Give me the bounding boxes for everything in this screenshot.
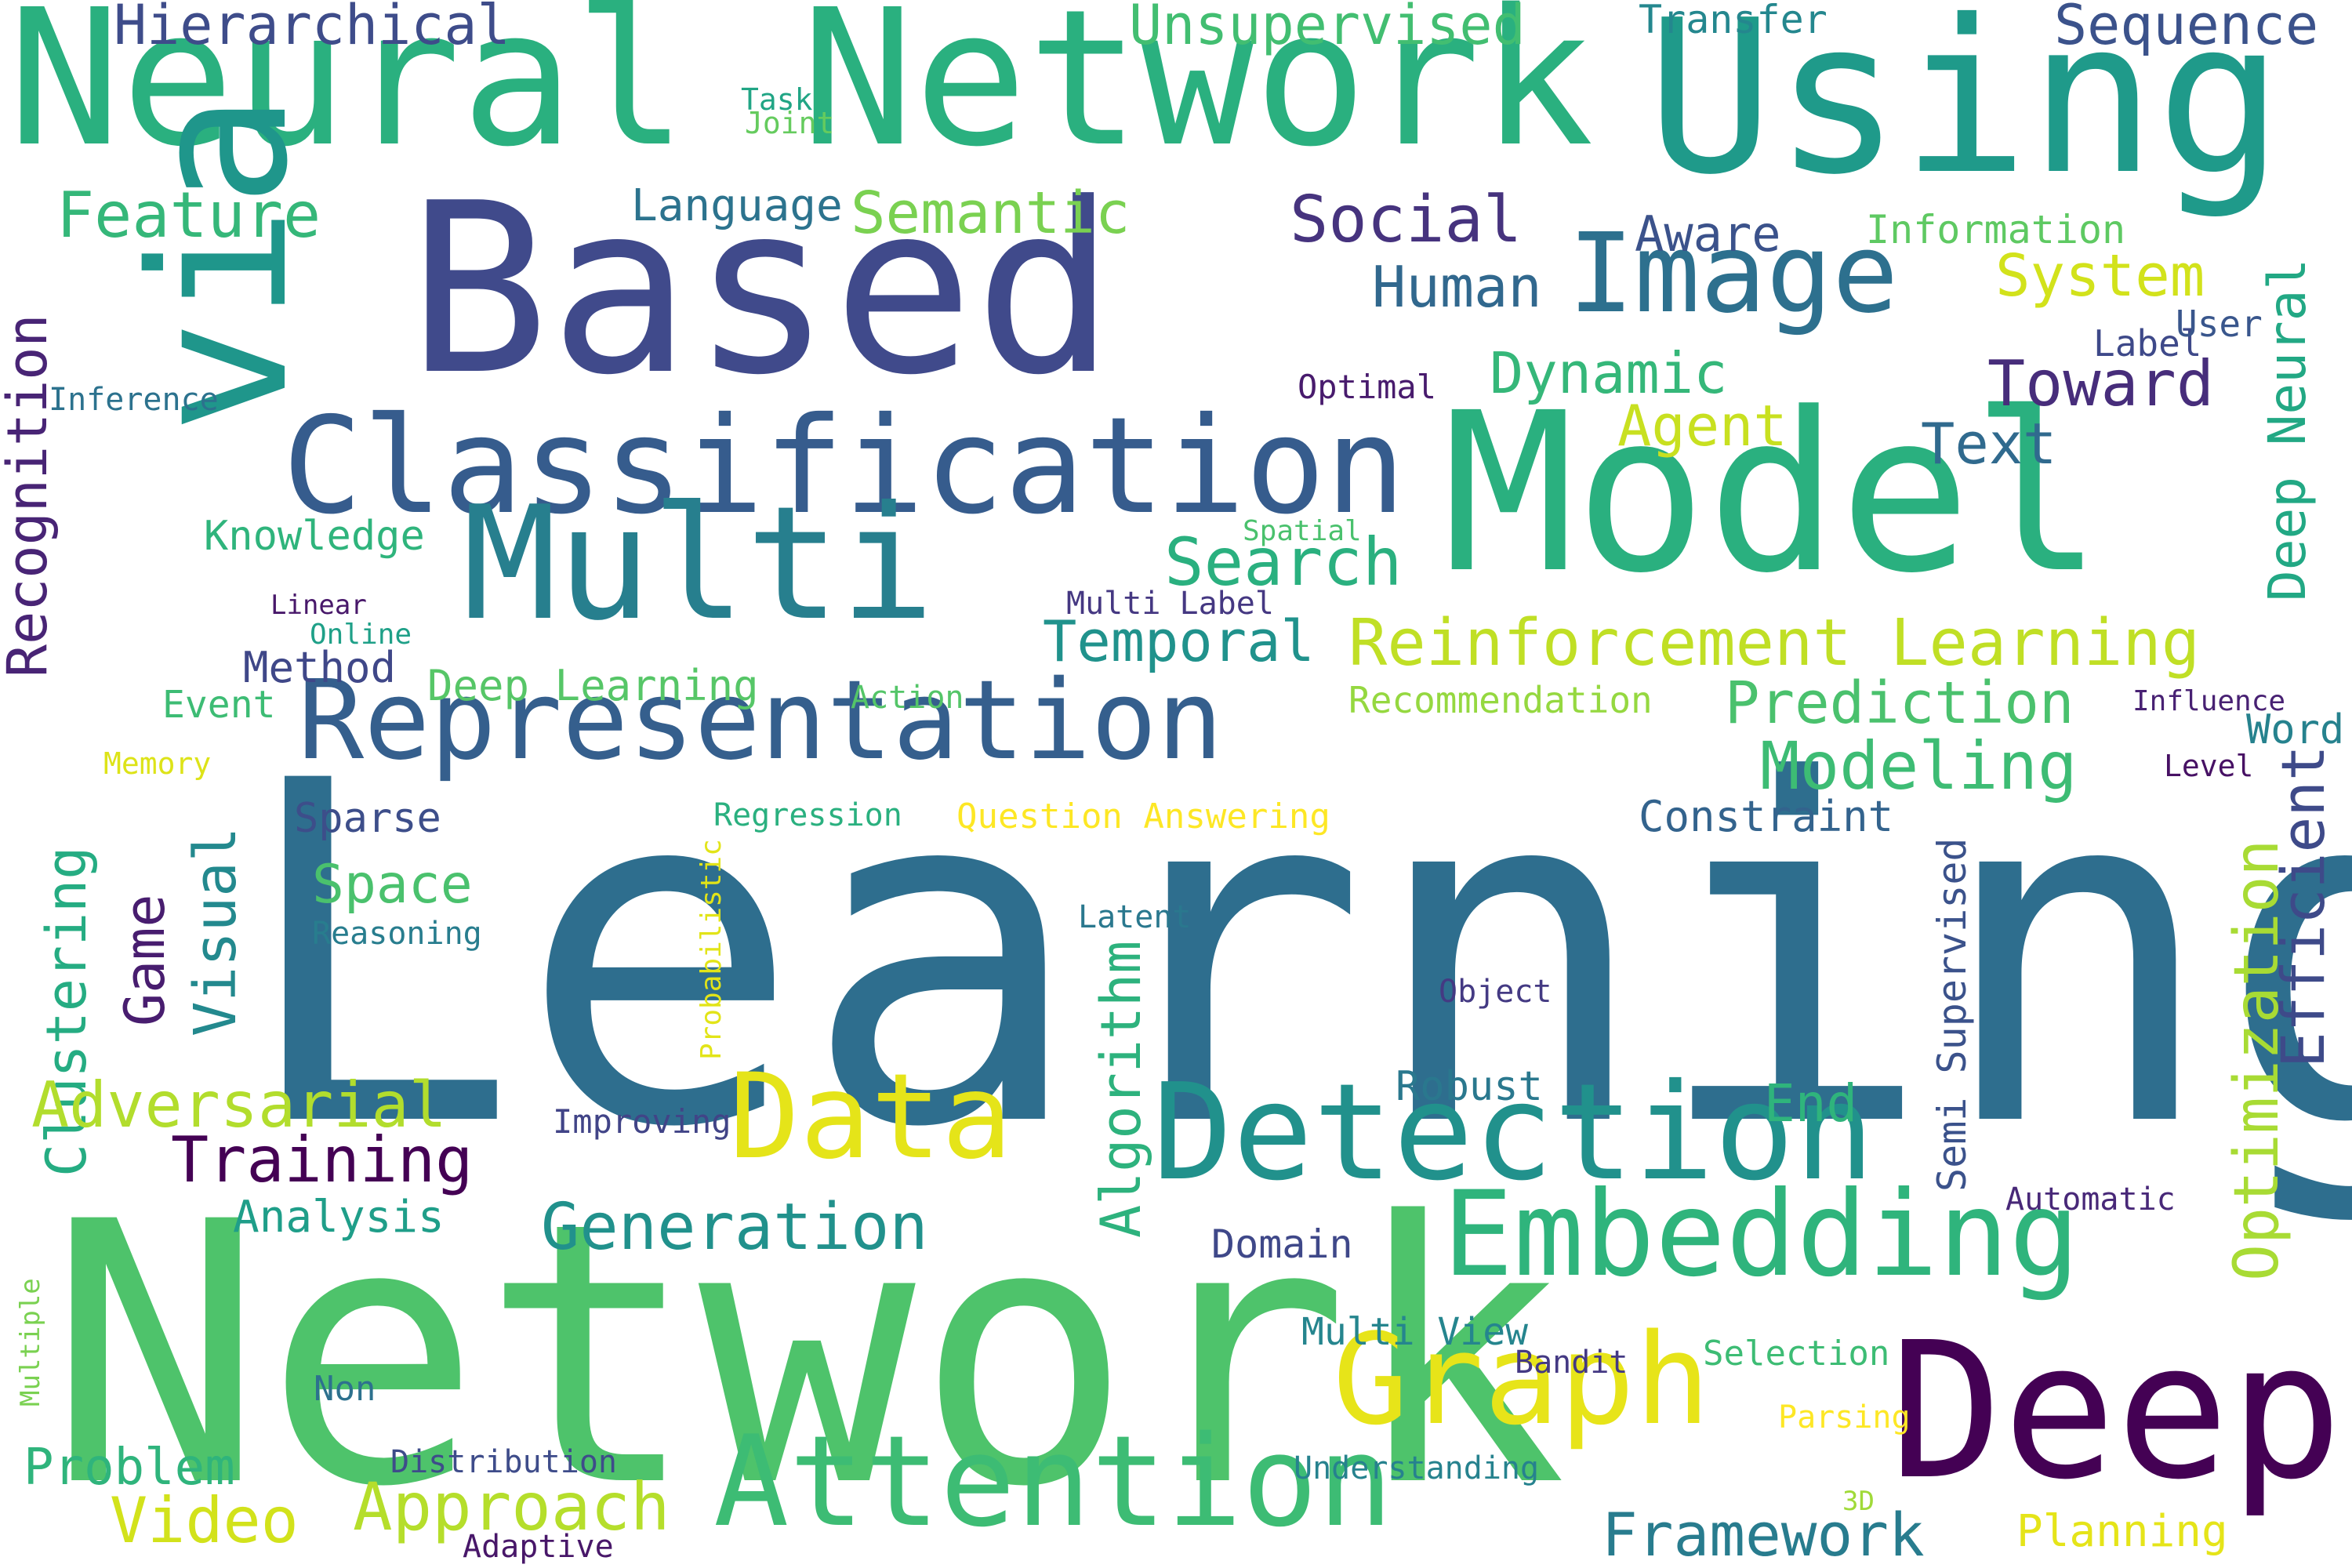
word-system: System [1995, 242, 2205, 310]
word-semi-supervised: Semi Supervised [1929, 837, 1975, 1192]
word-modeling: Modeling [1760, 728, 2078, 804]
word-semantic: Semantic [851, 180, 1131, 247]
word-recognition: Recognition [0, 314, 60, 677]
word-using: Using [1646, 0, 2284, 221]
word-latent: Latent [1078, 899, 1192, 935]
word-user: User [2176, 303, 2263, 345]
word-method: Method [243, 643, 397, 692]
word-event: Event [162, 683, 276, 727]
word-reasoning: Reasoning [312, 916, 482, 952]
word-online: Online [310, 619, 412, 651]
word-level: Level [2164, 749, 2254, 783]
word-linear: Linear [270, 590, 367, 621]
word-representation: Representation [298, 657, 1224, 785]
word-classification: Classification [282, 389, 1406, 544]
word-3d: 3D [1842, 1486, 1875, 1517]
word-feature: Feature [56, 179, 321, 252]
word-temporal: Temporal [1043, 608, 1315, 674]
word-space: Space [312, 854, 473, 916]
word-improving: Improving [553, 1102, 731, 1141]
word-problem: Problem [24, 1439, 235, 1497]
word-optimization: Optimization [2222, 839, 2292, 1281]
word-aware: Aware [1635, 205, 1781, 263]
word-embedding: Embedding [1443, 1167, 2080, 1303]
word-adaptive: Adaptive [463, 1529, 614, 1565]
word-domain: Domain [1211, 1221, 1353, 1267]
word-selection: Selection [1703, 1334, 1890, 1374]
word-parsing: Parsing [1778, 1399, 1911, 1436]
word-bandit: Bandit [1515, 1345, 1628, 1381]
word-graph: Graph [1333, 1306, 1711, 1453]
word-framework: Framework [1602, 1500, 1925, 1568]
word-optimal: Optimal [1298, 368, 1437, 406]
word-neural-network: Neural Network [8, 0, 1594, 188]
word-approach: Approach [353, 1468, 670, 1545]
word-visual: Visual [182, 827, 249, 1037]
word-object: Object [1439, 974, 1552, 1010]
word-question-answering: Question Answering [956, 797, 1330, 837]
word-search: Search [1164, 524, 1403, 601]
word-model: Model [1443, 366, 2103, 622]
word-deep-neural: Deep Neural [2257, 259, 2318, 602]
word-learning: Learning [235, 682, 2352, 1230]
word-robust: Robust [1396, 1063, 1543, 1110]
word-attention: Attention [713, 1408, 1393, 1555]
word-dynamic: Dynamic [1490, 340, 1728, 406]
word-toward: Toward [1987, 347, 2214, 420]
word-distribution: Distribution [390, 1444, 617, 1480]
word-inference: Inference [49, 382, 219, 418]
word-adversarial: Adversarial [31, 1069, 447, 1142]
word-deep: Deep [1889, 1301, 2343, 1521]
word-based: Based [408, 153, 1116, 426]
word-algorithm: Algorithm [1089, 941, 1153, 1239]
word-agent: Agent [1617, 393, 1788, 459]
word-probabilistic: Probabilistic [695, 839, 728, 1060]
word-image: Image [1568, 210, 1899, 338]
word-recommendation: Recommendation [1348, 679, 1653, 721]
word-regression: Regression [713, 797, 902, 833]
word-data: Data [729, 1049, 1013, 1185]
word-prediction: Prediction [1725, 670, 2074, 737]
word-non: Non [314, 1369, 376, 1409]
word-spatial: Spatial [1243, 515, 1362, 547]
word-action: Action [851, 680, 964, 716]
word-label: Label [2093, 322, 2202, 365]
word-memory: Memory [103, 746, 212, 781]
word-unsupervised: Unsupervised [1129, 0, 1526, 57]
word-understanding: Understanding [1294, 1450, 1540, 1486]
word-sparse: Sparse [294, 795, 441, 842]
word-game: Game [113, 894, 177, 1026]
word-generation: Generation [541, 1190, 928, 1265]
word-language: Language [631, 180, 843, 231]
word-word: Word [2246, 706, 2345, 753]
word-knowledge: Knowledge [204, 513, 425, 560]
word-automatic: Automatic [2005, 1181, 2176, 1218]
word-sequence: Sequence [2054, 0, 2319, 57]
word-social: Social [1290, 183, 1523, 257]
word-task: Task [741, 82, 813, 117]
word-detection: Detection [1152, 1055, 1875, 1210]
word-reinforcement-learning: Reinforcement Learning [1348, 606, 2201, 681]
word-hierarchical: Hierarchical [114, 0, 510, 57]
word-human: Human [1372, 254, 1542, 320]
word-analysis: Analysis [233, 1192, 445, 1243]
word-video: Video [110, 1484, 299, 1557]
word-multiple: Multiple [15, 1278, 46, 1406]
word-multi-view: Multi View [1301, 1310, 1528, 1354]
word-influence: Influence [2132, 685, 2286, 717]
word-planning: Planning [2016, 1506, 2228, 1557]
word-deep-learning: Deep Learning [427, 661, 759, 710]
word-end: End [1764, 1073, 1858, 1134]
word-transfer: Transfer [1639, 0, 1828, 42]
word-constraint: Constraint [1639, 792, 1894, 841]
word-training: Training [171, 1123, 474, 1196]
word-information: Information [1866, 207, 2126, 252]
word-text: Text [1921, 411, 2057, 477]
word-multi-label: Multi Label [1066, 586, 1274, 622]
word-joint: Joint [745, 106, 835, 140]
word-multi: Multi [463, 473, 935, 655]
word-network: Network [47, 1146, 1567, 1566]
